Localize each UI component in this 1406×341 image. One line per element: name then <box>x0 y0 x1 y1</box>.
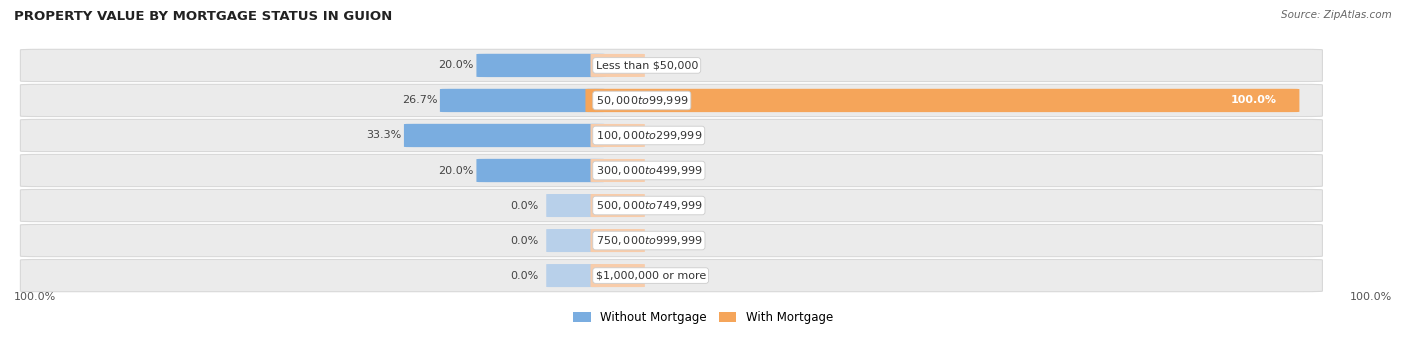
Text: 0.0%: 0.0% <box>652 270 681 281</box>
FancyBboxPatch shape <box>591 194 645 217</box>
Text: 20.0%: 20.0% <box>439 60 474 71</box>
Text: 100.0%: 100.0% <box>1350 292 1392 302</box>
Text: $300,000 to $499,999: $300,000 to $499,999 <box>596 164 702 177</box>
FancyBboxPatch shape <box>477 54 606 77</box>
Text: 100.0%: 100.0% <box>1230 95 1277 105</box>
FancyBboxPatch shape <box>547 194 600 217</box>
FancyBboxPatch shape <box>20 189 1323 222</box>
FancyBboxPatch shape <box>477 159 606 182</box>
FancyBboxPatch shape <box>547 264 600 287</box>
Text: 100.0%: 100.0% <box>14 292 56 302</box>
FancyBboxPatch shape <box>591 264 645 287</box>
FancyBboxPatch shape <box>591 229 645 252</box>
FancyBboxPatch shape <box>585 89 1299 112</box>
Text: 0.0%: 0.0% <box>652 131 681 140</box>
FancyBboxPatch shape <box>591 159 645 182</box>
Text: Source: ZipAtlas.com: Source: ZipAtlas.com <box>1281 10 1392 20</box>
FancyBboxPatch shape <box>404 124 606 147</box>
FancyBboxPatch shape <box>20 224 1323 257</box>
Text: $1,000,000 or more: $1,000,000 or more <box>596 270 706 281</box>
Text: 33.3%: 33.3% <box>366 131 401 140</box>
Text: 0.0%: 0.0% <box>652 165 681 176</box>
Legend: Without Mortgage, With Mortgage: Without Mortgage, With Mortgage <box>569 308 837 328</box>
FancyBboxPatch shape <box>20 84 1323 117</box>
FancyBboxPatch shape <box>547 229 600 252</box>
Text: $750,000 to $999,999: $750,000 to $999,999 <box>596 234 702 247</box>
Text: 20.0%: 20.0% <box>439 165 474 176</box>
FancyBboxPatch shape <box>20 49 1323 81</box>
FancyBboxPatch shape <box>20 154 1323 187</box>
Text: 0.0%: 0.0% <box>510 270 538 281</box>
Text: 0.0%: 0.0% <box>652 60 681 71</box>
Text: PROPERTY VALUE BY MORTGAGE STATUS IN GUION: PROPERTY VALUE BY MORTGAGE STATUS IN GUI… <box>14 10 392 23</box>
FancyBboxPatch shape <box>20 260 1323 292</box>
FancyBboxPatch shape <box>440 89 606 112</box>
Text: 0.0%: 0.0% <box>652 201 681 210</box>
Text: 0.0%: 0.0% <box>510 236 538 246</box>
Text: $500,000 to $749,999: $500,000 to $749,999 <box>596 199 702 212</box>
Text: 0.0%: 0.0% <box>510 201 538 210</box>
Text: Less than $50,000: Less than $50,000 <box>596 60 697 71</box>
Text: 0.0%: 0.0% <box>652 236 681 246</box>
FancyBboxPatch shape <box>20 119 1323 152</box>
Text: 26.7%: 26.7% <box>402 95 437 105</box>
FancyBboxPatch shape <box>591 124 645 147</box>
Text: $100,000 to $299,999: $100,000 to $299,999 <box>596 129 702 142</box>
FancyBboxPatch shape <box>591 54 645 77</box>
Text: $50,000 to $99,999: $50,000 to $99,999 <box>596 94 688 107</box>
